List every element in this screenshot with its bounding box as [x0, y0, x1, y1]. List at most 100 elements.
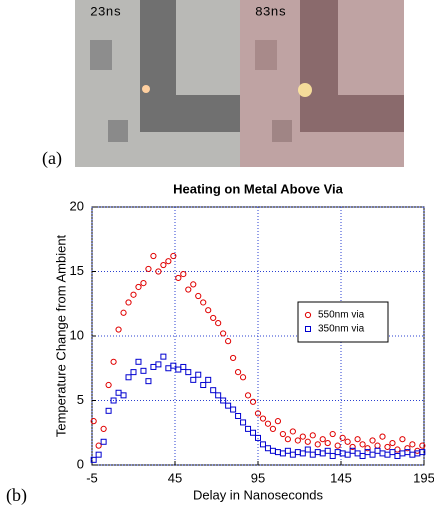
point: [269, 425, 277, 432]
point: [105, 381, 112, 389]
point: [354, 436, 361, 443]
point: [185, 286, 192, 293]
point: [259, 441, 266, 448]
pattern: [255, 40, 277, 70]
photo: 23ns 83ns: [75, 0, 404, 167]
y-tick-label: 10: [70, 327, 84, 342]
point: [195, 292, 202, 300]
point: [120, 392, 127, 399]
point: [150, 363, 157, 370]
point: [299, 433, 306, 440]
point: [244, 392, 252, 399]
point: [210, 387, 217, 394]
point: [279, 430, 286, 438]
point: [364, 445, 371, 452]
point: [165, 365, 172, 372]
point: [379, 450, 386, 457]
legend-marker: [305, 326, 311, 332]
point: [274, 449, 281, 456]
point: [319, 450, 326, 457]
legend-label: 350nm via: [318, 324, 365, 335]
point: [394, 452, 401, 459]
y-axis-label: Temperature Change from Ambient: [53, 234, 68, 437]
point: [225, 338, 232, 345]
point: [329, 430, 336, 438]
point: [195, 371, 202, 378]
point: [100, 438, 107, 445]
point: [359, 441, 366, 448]
point: [250, 429, 257, 436]
point: [235, 412, 242, 419]
point: [170, 252, 177, 260]
point: [205, 307, 212, 314]
point: [155, 268, 162, 275]
point: [255, 434, 261, 441]
point: [150, 252, 157, 260]
point: [409, 451, 416, 458]
point: [240, 419, 247, 426]
point: [419, 449, 426, 456]
y-tick-label: 0: [77, 456, 84, 471]
point: [190, 281, 197, 288]
point: [145, 378, 152, 385]
point: [105, 407, 112, 414]
point: [374, 442, 381, 449]
point: [115, 389, 122, 396]
point: [135, 283, 142, 291]
photo-label: 83ns: [255, 4, 286, 19]
point: [160, 261, 167, 269]
point: [140, 280, 147, 287]
x-tick-label: 195: [413, 470, 434, 485]
point: [230, 354, 237, 362]
point: [324, 447, 331, 454]
point: [170, 362, 177, 369]
point: [289, 428, 296, 435]
point: [334, 449, 341, 456]
point: [304, 446, 311, 453]
point: [145, 265, 152, 273]
point: [210, 314, 217, 322]
point: [249, 398, 257, 405]
point: [404, 445, 411, 452]
point: [234, 369, 242, 376]
point: [140, 367, 147, 374]
point: [259, 415, 267, 422]
point: [225, 402, 232, 409]
point: [220, 330, 227, 337]
point: [100, 425, 107, 432]
point: [115, 326, 122, 333]
point: [160, 353, 167, 360]
point: [95, 451, 102, 458]
point: [389, 449, 396, 456]
pattern: [272, 120, 292, 142]
point: [334, 442, 341, 449]
legend-box: [297, 301, 389, 343]
point: [215, 320, 222, 327]
point: [165, 258, 172, 265]
point: [95, 442, 102, 449]
point: [175, 274, 182, 282]
x-tick-label: -5: [86, 470, 98, 485]
point: [135, 358, 142, 365]
point: [294, 449, 301, 456]
y-tick-label: 20: [70, 198, 84, 213]
x-axis-label: Delay in Nanoseconds: [193, 487, 324, 502]
point: [314, 449, 321, 456]
point: [284, 447, 291, 454]
point: [319, 436, 326, 443]
point: [125, 299, 132, 306]
point: [299, 450, 306, 457]
point: [399, 450, 406, 457]
point: [284, 436, 291, 443]
legend-label: 550nm via: [318, 310, 365, 321]
hot-spot: [142, 85, 150, 93]
point: [175, 366, 182, 373]
point: [200, 382, 207, 389]
point: [349, 443, 356, 451]
point: [294, 437, 301, 444]
point: [120, 309, 127, 316]
point: [389, 439, 396, 447]
point: [379, 433, 386, 440]
trace-right: [300, 0, 404, 132]
